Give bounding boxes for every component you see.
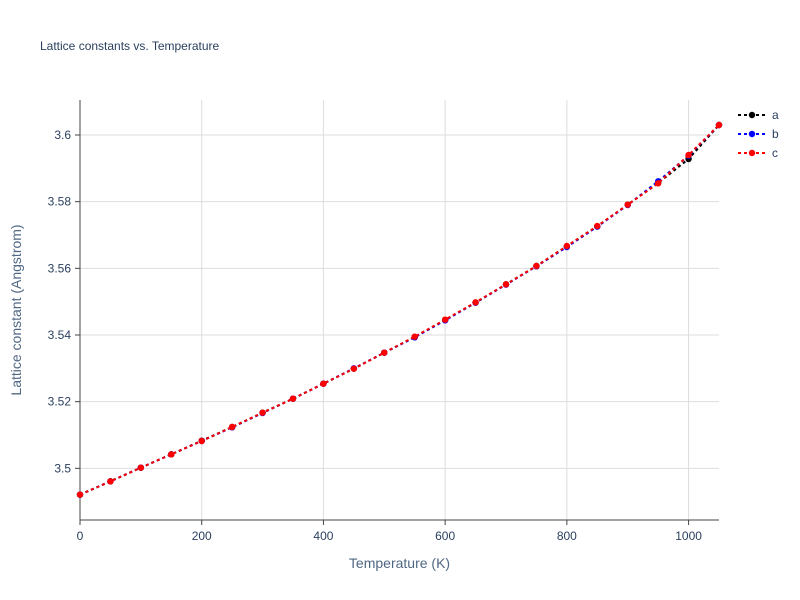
data-point-c[interactable] [259, 409, 266, 416]
data-point-c[interactable] [441, 316, 449, 323]
data-point-c[interactable] [76, 491, 84, 498]
x-tick-label: 1000 [675, 529, 702, 543]
y-tick-label: 3.6 [54, 128, 71, 142]
plot-area[interactable] [76, 121, 723, 498]
x-tick-label: 800 [557, 529, 577, 543]
legend-item-b[interactable]: b [738, 127, 779, 141]
data-point-c[interactable] [350, 365, 358, 372]
x-tick-label: 400 [313, 529, 333, 543]
data-point-c[interactable] [533, 262, 540, 270]
legend-item-a[interactable]: a [738, 108, 779, 122]
legend[interactable]: abc [738, 108, 779, 160]
legend-swatch-marker [748, 149, 756, 157]
y-tick-label: 3.56 [48, 261, 72, 275]
legend-label: c [772, 146, 778, 160]
x-tick-label: 200 [192, 529, 212, 543]
grid-lines [80, 100, 719, 520]
x-tick-label: 0 [77, 529, 84, 543]
y-tick-label: 3.58 [48, 195, 72, 209]
legend-swatch-marker [748, 130, 756, 138]
y-tick-label: 3.52 [48, 395, 72, 409]
data-point-c[interactable] [289, 395, 297, 402]
chart-title: Lattice constants vs. Temperature [40, 39, 220, 53]
data-point-c[interactable] [411, 333, 418, 340]
data-point-c[interactable] [168, 451, 175, 458]
data-point-c[interactable] [137, 464, 145, 471]
x-axis-title: Temperature (K) [349, 555, 450, 571]
axes [75, 100, 719, 525]
data-point-c[interactable] [198, 437, 205, 445]
legend-swatch-marker [748, 111, 756, 119]
data-point-c[interactable] [320, 380, 327, 387]
series-c[interactable] [76, 121, 723, 498]
data-point-c[interactable] [381, 349, 388, 356]
data-point-c[interactable] [228, 423, 236, 431]
y-tick-label: 3.5 [54, 461, 71, 475]
data-point-c[interactable] [502, 281, 510, 288]
legend-item-c[interactable]: c [738, 146, 778, 160]
series-line-c [79, 124, 720, 496]
data-point-c[interactable] [685, 151, 692, 159]
data-point-c[interactable] [107, 478, 114, 485]
data-point-c[interactable] [563, 242, 571, 250]
data-point-c[interactable] [472, 299, 479, 306]
y-axis-title: Lattice constant (Angstrom) [8, 224, 24, 395]
data-point-c[interactable] [624, 201, 631, 208]
data-point-c[interactable] [594, 222, 601, 230]
legend-label: b [772, 127, 779, 141]
x-tick-label: 600 [435, 529, 455, 543]
data-point-c[interactable] [654, 180, 662, 187]
y-tick-label: 3.54 [48, 328, 72, 342]
legend-label: a [772, 108, 779, 122]
tick-labels: 0 200 400 600 800 1000 3.5 3.52 3.54 3.56 3.58 3.6 [48, 128, 703, 543]
data-point-c[interactable] [715, 121, 723, 129]
